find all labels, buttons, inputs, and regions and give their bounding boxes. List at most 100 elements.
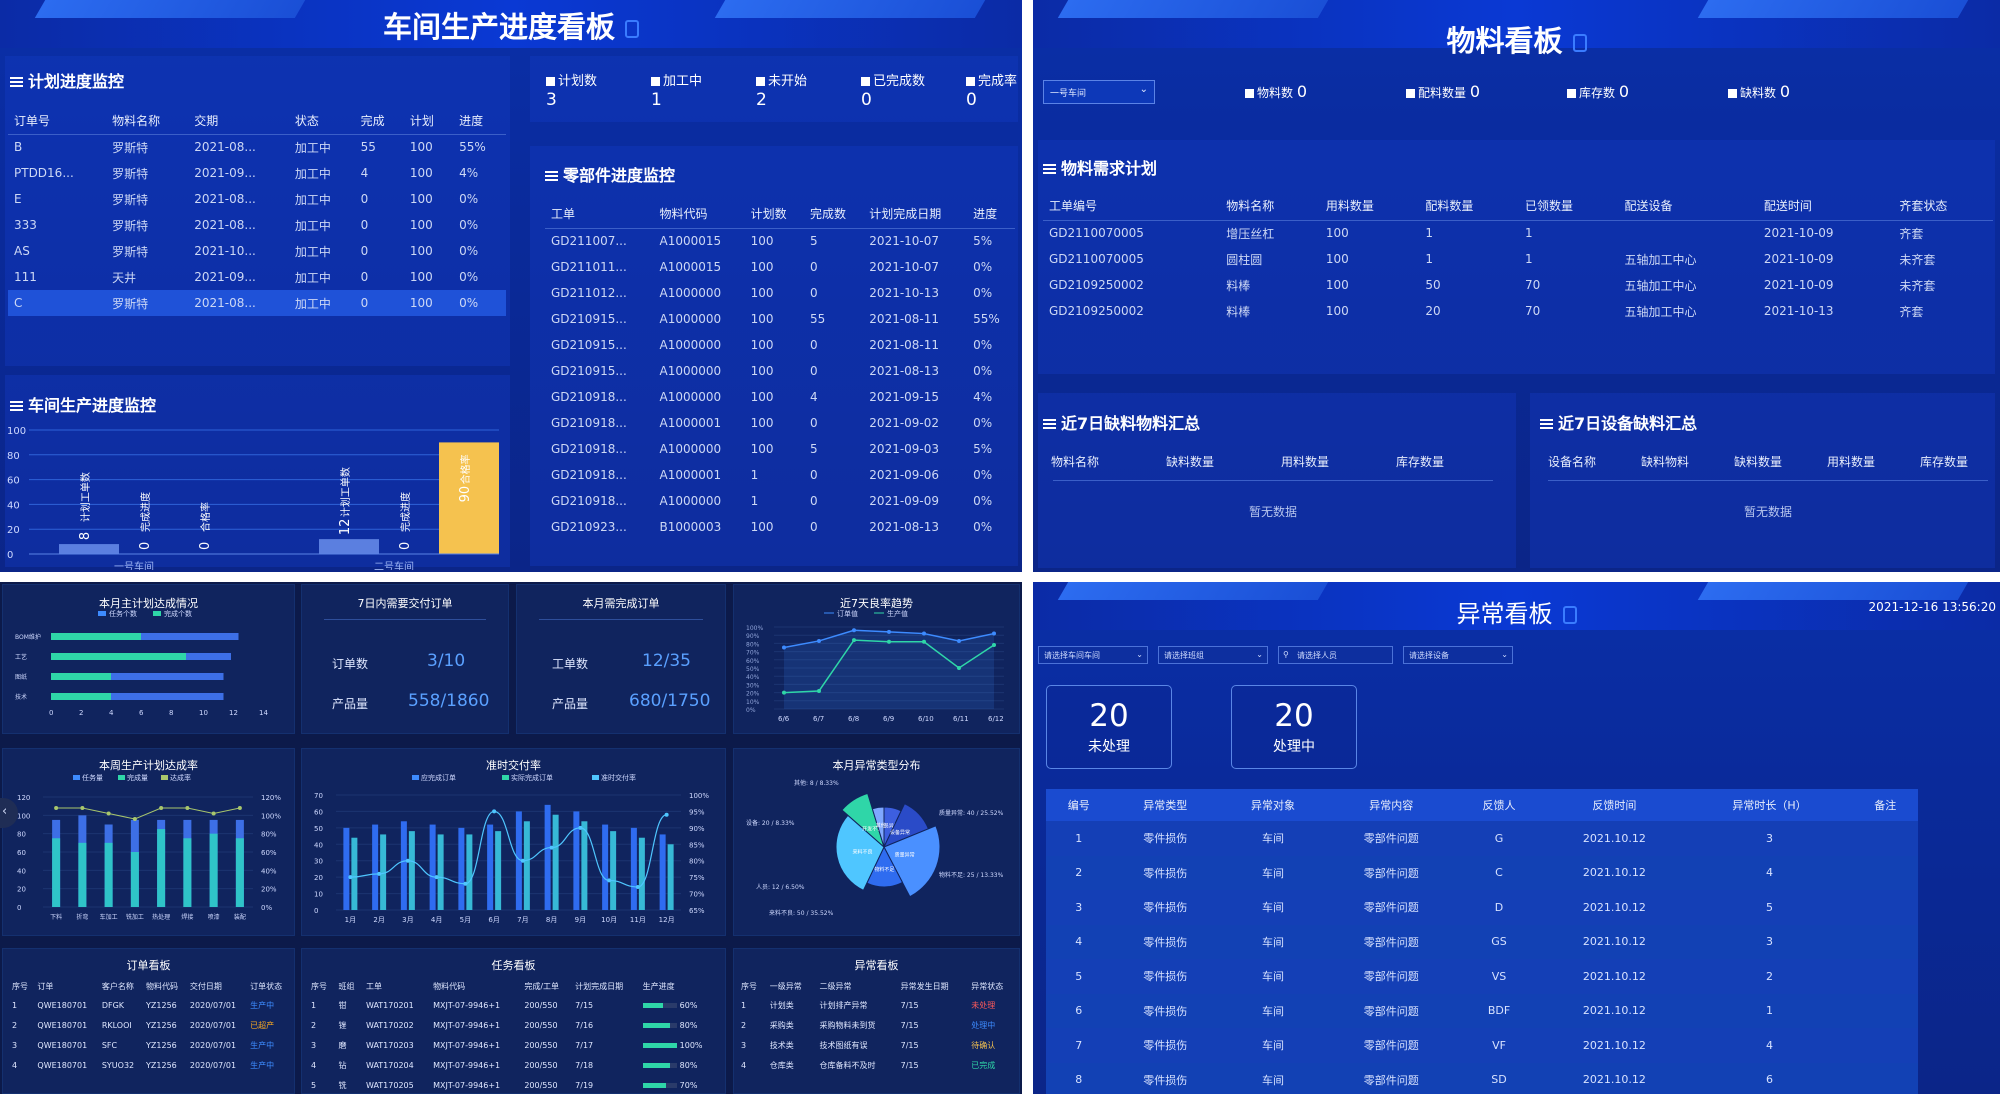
table-cell: 未齐套 xyxy=(1899,278,1936,293)
table-cell: MXJT-07-9946+1 xyxy=(433,1060,501,1070)
pending-count: 20 xyxy=(1089,698,1129,734)
pending-card[interactable]: 20 未处理 xyxy=(1046,685,1172,769)
bar xyxy=(515,811,522,910)
table-row[interactable]: 3 零件损伤 车间 零部件问题 D 2021.10.12 5 xyxy=(1046,890,1918,925)
table-row[interactable]: 1 零件损伤 车间 零部件问题 G 2021.10.12 3 xyxy=(1046,821,1918,856)
table-row[interactable]: 2 零件损伤 车间 零部件问题 C 2021.10.12 4 xyxy=(1046,855,1918,890)
main-plan-title: 本月主计划达成情况 xyxy=(99,597,198,610)
progress-bar xyxy=(642,1042,677,1048)
bar xyxy=(351,837,358,910)
table-cell: 1 xyxy=(311,1000,317,1010)
table-row[interactable]: PTDD16... 罗斯特 2021-09... 加工中 4 100 4% xyxy=(8,160,506,186)
workshop-select[interactable]: 一号车间 ⌄ xyxy=(1043,80,1155,104)
table-row[interactable]: GD210918... A1000000 100 4 2021-09-15 4% xyxy=(545,384,1015,410)
workshop-filter[interactable]: 请选择车间车间 ⌄ xyxy=(1038,646,1148,664)
table-row[interactable]: 4 QWE180701 SYUO32 YZ1256 2020/07/01 生产中 xyxy=(9,1055,291,1075)
table-row[interactable]: C 罗斯特 2021-08... 加工中 0 100 0% xyxy=(8,290,506,316)
column-header: 计划数 xyxy=(750,207,787,222)
bar xyxy=(466,834,473,910)
fullscreen-icon[interactable] xyxy=(625,20,639,38)
table-row[interactable]: 2 采购类 采购物料未到货 7/15 处理中 xyxy=(738,1015,1018,1035)
table-row[interactable]: AS 罗斯特 2021-10... 加工中 0 100 0% xyxy=(8,238,506,264)
table-row[interactable]: 3 技术类 技术图纸有误 7/15 待确认 xyxy=(738,1035,1018,1055)
table-row[interactable]: GD210918... A1000000 100 5 2021-09-03 5% xyxy=(545,436,1015,462)
legend-label: 任务个数 xyxy=(109,609,137,618)
collapse-left-button[interactable]: ‹ xyxy=(0,798,18,828)
table-row[interactable]: 111 天井 2021-09... 加工中 0 100 0% xyxy=(8,264,506,290)
table-row[interactable]: 333 罗斯特 2021-08... 加工中 0 100 0% xyxy=(8,212,506,238)
workshop-filter-label: 请选择车间车间 xyxy=(1044,651,1100,660)
x-tick-label: 6 xyxy=(139,709,144,717)
table-row[interactable]: 4 仓库类 仓库备料不及时 7/15 已完成 xyxy=(738,1055,1018,1075)
table-row[interactable]: GD2110070005 增压丝杠 100 1 1 2021-10-09 齐套 xyxy=(1043,220,1993,246)
table-cell: 罗斯特 xyxy=(112,192,149,207)
table-cell: 2021-09... xyxy=(194,270,256,284)
table-row[interactable]: GD211011... A1000015 100 0 2021-10-07 0% xyxy=(545,254,1015,280)
table-cell: GD210918... xyxy=(551,442,627,456)
table-row[interactable]: 4 钻 WAT170204 MXJT-07-9946+1 200/550 7/18 80% xyxy=(308,1055,722,1075)
orders7-value-2: 558/1860 xyxy=(408,691,490,711)
table-row[interactable]: 1 QWE180701 DFGK YZ1256 2020/07/01 生产中 xyxy=(9,995,291,1015)
x-tick-label: 12月 xyxy=(659,916,675,924)
table-cell: 8 xyxy=(1075,1073,1083,1087)
table-row[interactable]: GD210918... A1000000 1 0 2021-09-09 0% xyxy=(545,488,1015,514)
column-header: 序号 xyxy=(741,981,757,991)
data-point xyxy=(185,806,190,810)
y-tick-label: 100% xyxy=(746,625,763,632)
table-row[interactable]: 7 零件损伤 车间 零部件问题 VF 2021.10.12 4 xyxy=(1046,1028,1918,1063)
table-row[interactable]: B 罗斯特 2021-08... 加工中 55 100 55% xyxy=(8,134,506,160)
table-row[interactable]: GD2110070005 圆柱圆 100 1 1 五轴加工中心 2021-10-09 未齐套 xyxy=(1043,246,1993,272)
table-row[interactable]: GD210915... A1000000 100 0 2021-08-13 0% xyxy=(545,358,1015,384)
anomaly-board-panel: 异常看板 序号 一级异常 二级异常 异常发生日期 异常状态 1 计划类 计划排产异常 7/15 未… xyxy=(733,948,1020,1094)
table-row[interactable]: GD2109250002 料棒 100 50 70 五轴加工中心 2021-10-09 未齐套 xyxy=(1043,272,1993,298)
column-header: 异常时长（H） xyxy=(1732,799,1807,812)
fullscreen-icon[interactable] xyxy=(1572,34,1587,52)
bar xyxy=(51,633,141,640)
bar xyxy=(183,838,192,907)
column-header: 订单 xyxy=(37,981,54,991)
bar-value-label: 0 xyxy=(138,542,153,550)
table-row[interactable]: 5 零件损伤 车间 零部件问题 VS 2021.10.12 2 xyxy=(1046,959,1918,994)
legend-label: 任务量 xyxy=(82,773,103,782)
table-row[interactable]: 8 零件损伤 车间 零部件问题 SD 2021.10.12 6 xyxy=(1046,1062,1918,1094)
table-row[interactable]: GD211012... A1000000 100 0 2021-10-13 0% xyxy=(545,280,1015,306)
data-point xyxy=(607,878,612,883)
table-cell: 锉 xyxy=(338,1020,347,1030)
table-cell: 1 xyxy=(1075,831,1083,845)
table-row[interactable]: 6 零件损伤 车间 零部件问题 BDF 2021.10.12 1 xyxy=(1046,993,1918,1028)
fullscreen-icon[interactable] xyxy=(1562,606,1577,624)
x-tick-label: 6月 xyxy=(488,916,499,924)
table-row[interactable]: GD2109250002 料棒 100 20 70 五轴加工中心 2021-10-13 齐套 xyxy=(1043,298,1993,324)
stat-label: 物料数 xyxy=(1257,86,1294,100)
table-row[interactable]: E 罗斯特 2021-08... 加工中 0 100 0% xyxy=(8,186,506,212)
table-row[interactable]: GD210915... A1000000 100 55 2021-08-11 55% xyxy=(545,306,1015,332)
table-row[interactable]: GD210923... B1000003 100 0 2021-08-13 0% xyxy=(545,514,1015,540)
table-cell xyxy=(1853,1063,1918,1094)
table-row[interactable]: GD211007... A1000015 100 5 2021-10-07 5% xyxy=(545,228,1015,254)
equip-shortage-panel-title: 近7日设备缺料汇总 xyxy=(1558,414,1698,433)
table-row[interactable]: 2 QWE180701 RKLOOI YZ1256 2020/07/01 已超产 xyxy=(9,1015,291,1035)
table-row[interactable]: 4 零件损伤 车间 零部件问题 GS 2021.10.12 3 xyxy=(1046,924,1918,959)
table-cell: 5% xyxy=(973,442,993,456)
table-row[interactable]: 3 磨 WAT170203 MXJT-07-9946+1 200/550 7/17 100% xyxy=(308,1035,722,1055)
table-row[interactable]: 1 钳 WAT170201 MXJT-07-9946+1 200/550 7/15 60% xyxy=(308,995,722,1015)
table-cell: GD210915... xyxy=(551,338,627,352)
table-row[interactable]: 2 锉 WAT170202 MXJT-07-9946+1 200/550 7/16 80% xyxy=(308,1015,722,1035)
person-filter[interactable]: ⚲ 请选择人员 xyxy=(1278,646,1393,664)
table-row[interactable]: 3 QWE180701 SFC YZ1256 2020/07/01 生产中 xyxy=(9,1035,291,1055)
team-filter[interactable]: 请选择班组 ⌄ xyxy=(1158,646,1268,664)
table-row[interactable]: 1 计划类 计划排产异常 7/15 未处理 xyxy=(738,995,1018,1015)
column-header: 计划 xyxy=(409,114,434,129)
table-row[interactable]: GD210918... A1000001 1 0 2021-09-06 0% xyxy=(545,462,1015,488)
table-row[interactable]: 5 铣 WAT170205 MXJT-07-9946+1 200/550 7/19 70% xyxy=(308,1075,722,1094)
processing-card[interactable]: 20 处理中 xyxy=(1231,685,1357,769)
y-tick-label: 60 xyxy=(7,476,20,487)
table-cell: 2 xyxy=(1766,969,1774,983)
table-cell: A1000000 xyxy=(659,312,722,326)
table-cell: 零件损伤 xyxy=(1143,1073,1188,1087)
equipment-filter[interactable]: 请选择设备 ⌄ xyxy=(1403,646,1513,664)
table-row[interactable]: GD210915... A1000000 100 0 2021-08-11 0% xyxy=(545,332,1015,358)
table-cell: 2021-10... xyxy=(194,244,256,258)
demand-panel xyxy=(1038,140,1995,374)
table-row[interactable]: GD210918... A1000001 100 0 2021-09-02 0% xyxy=(545,410,1015,436)
